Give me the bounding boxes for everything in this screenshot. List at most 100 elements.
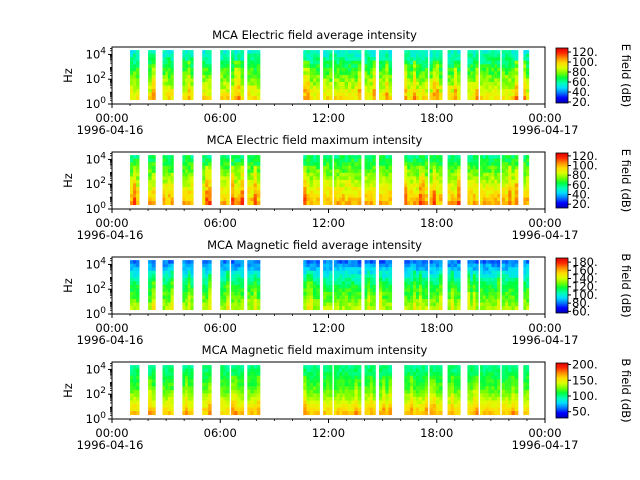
- y-tick-exp: 4: [100, 151, 106, 161]
- spectrogram-cell: [413, 183, 417, 188]
- spectrogram-cell: [494, 190, 498, 195]
- spectrogram-cell: [501, 172, 506, 177]
- spectrogram-cell: [413, 190, 417, 195]
- spectrogram-cell: [316, 277, 320, 282]
- spectrogram-cell: [303, 92, 307, 97]
- spectrogram-cell: [508, 299, 512, 303]
- spectrogram-cell: [326, 291, 330, 296]
- spectrogram-cell: [385, 386, 389, 391]
- spectrogram-cell: [182, 365, 186, 370]
- spectrogram-cell: [205, 400, 209, 405]
- spectrogram-cell: [407, 284, 411, 289]
- spectrogram-cell: [165, 81, 169, 86]
- spectrogram-cell: [501, 197, 506, 202]
- spectrogram-cell: [504, 291, 509, 296]
- spectrogram-cell: [250, 365, 255, 370]
- spectrogram-cell: [491, 64, 495, 69]
- spectrogram-cell: [339, 57, 343, 62]
- spectrogram-cell: [491, 281, 495, 286]
- spectrogram-cell: [526, 165, 530, 170]
- spectrogram-cell: [205, 306, 209, 311]
- spectrogram-cell: [202, 190, 206, 195]
- spectrogram-cell: [407, 407, 411, 412]
- spectrogram-cell: [234, 92, 238, 97]
- spectrogram-cell: [256, 299, 261, 303]
- spectrogram-cell: [130, 158, 134, 163]
- spectrogram-cell: [472, 186, 476, 191]
- spectrogram-cell: [323, 386, 327, 391]
- spectrogram-cell: [333, 172, 338, 177]
- spectrogram-cell: [508, 67, 512, 72]
- spectrogram-cell: [421, 281, 426, 286]
- colorbar-tick-label: 160.: [572, 263, 598, 277]
- spectrogram-cell: [429, 165, 434, 170]
- spectrogram-cell: [508, 197, 512, 202]
- spectrogram-cell: [421, 365, 426, 370]
- spectrogram-cell: [429, 81, 434, 86]
- spectrogram-cell: [223, 92, 227, 97]
- spectrogram-cell: [379, 306, 383, 311]
- spectrogram-cell: [351, 267, 355, 272]
- spectrogram-cell: [170, 274, 174, 279]
- spectrogram-cell: [354, 89, 359, 93]
- spectrogram-cell: [205, 407, 209, 412]
- spectrogram-cell: [388, 263, 393, 268]
- spectrogram-cell: [237, 190, 241, 195]
- spectrogram-cell: [475, 74, 479, 79]
- spectrogram-cell: [494, 267, 498, 272]
- spectrogram-cell: [485, 81, 489, 86]
- spectrogram-cell: [404, 92, 408, 97]
- spectrogram-cell: [470, 67, 474, 72]
- spectrogram-cell: [220, 71, 224, 76]
- spectrogram-cell: [523, 165, 527, 170]
- spectrogram-cell: [504, 89, 509, 93]
- spectrogram-cell: [424, 379, 429, 384]
- spectrogram-cell: [439, 53, 443, 58]
- spectrogram-cell: [424, 396, 429, 401]
- spectrogram-cell: [231, 306, 235, 311]
- spectrogram-cell: [475, 299, 479, 303]
- spectrogram-cell: [413, 284, 417, 289]
- spectrogram-cell: [480, 190, 484, 195]
- spectrogram-cell: [370, 372, 374, 377]
- spectrogram-cell: [205, 57, 209, 62]
- spectrogram-cell: [237, 263, 241, 268]
- spectrogram-cell: [303, 375, 307, 380]
- spectrogram-cell: [170, 162, 174, 167]
- spectrogram-cell: [312, 155, 317, 160]
- spectrogram-cell: [237, 165, 241, 170]
- spectrogram-cell: [439, 165, 443, 170]
- spectrogram-cell: [424, 281, 429, 286]
- spectrogram-cell: [485, 295, 489, 300]
- spectrogram-cell: [205, 67, 209, 72]
- spectrogram-cell: [148, 393, 153, 398]
- spectrogram-cell: [354, 78, 359, 83]
- spectrogram-cell: [354, 194, 359, 198]
- spectrogram-cell: [418, 81, 423, 86]
- spectrogram-cell: [347, 197, 352, 202]
- spectrogram-cell: [504, 81, 509, 86]
- spectrogram-cell: [372, 179, 376, 184]
- spectrogram-cell: [185, 379, 189, 384]
- spectrogram-cell: [333, 96, 338, 101]
- spectrogram-cell: [185, 81, 189, 86]
- spectrogram-cell: [457, 194, 461, 198]
- spectrogram-cell: [231, 165, 235, 170]
- spectrogram-cell: [485, 270, 489, 275]
- spectrogram-cell: [312, 78, 317, 83]
- spectrogram-cell: [333, 78, 338, 83]
- spectrogram-cell: [450, 400, 455, 405]
- spectrogram-cell: [382, 190, 386, 195]
- spectrogram-cell: [416, 274, 420, 279]
- spectrogram-cell: [435, 85, 440, 90]
- spectrogram-cell: [130, 284, 134, 289]
- spectrogram-cell: [170, 194, 174, 198]
- spectrogram-cell: [418, 50, 423, 55]
- spectrogram-cell: [472, 386, 476, 391]
- spectrogram-cell: [336, 67, 340, 72]
- spectrogram-cell: [208, 89, 212, 93]
- spectrogram-cell: [220, 197, 224, 202]
- spectrogram-cell: [508, 81, 512, 86]
- spectrogram-cell: [416, 267, 420, 272]
- spectrogram-cell: [450, 375, 455, 380]
